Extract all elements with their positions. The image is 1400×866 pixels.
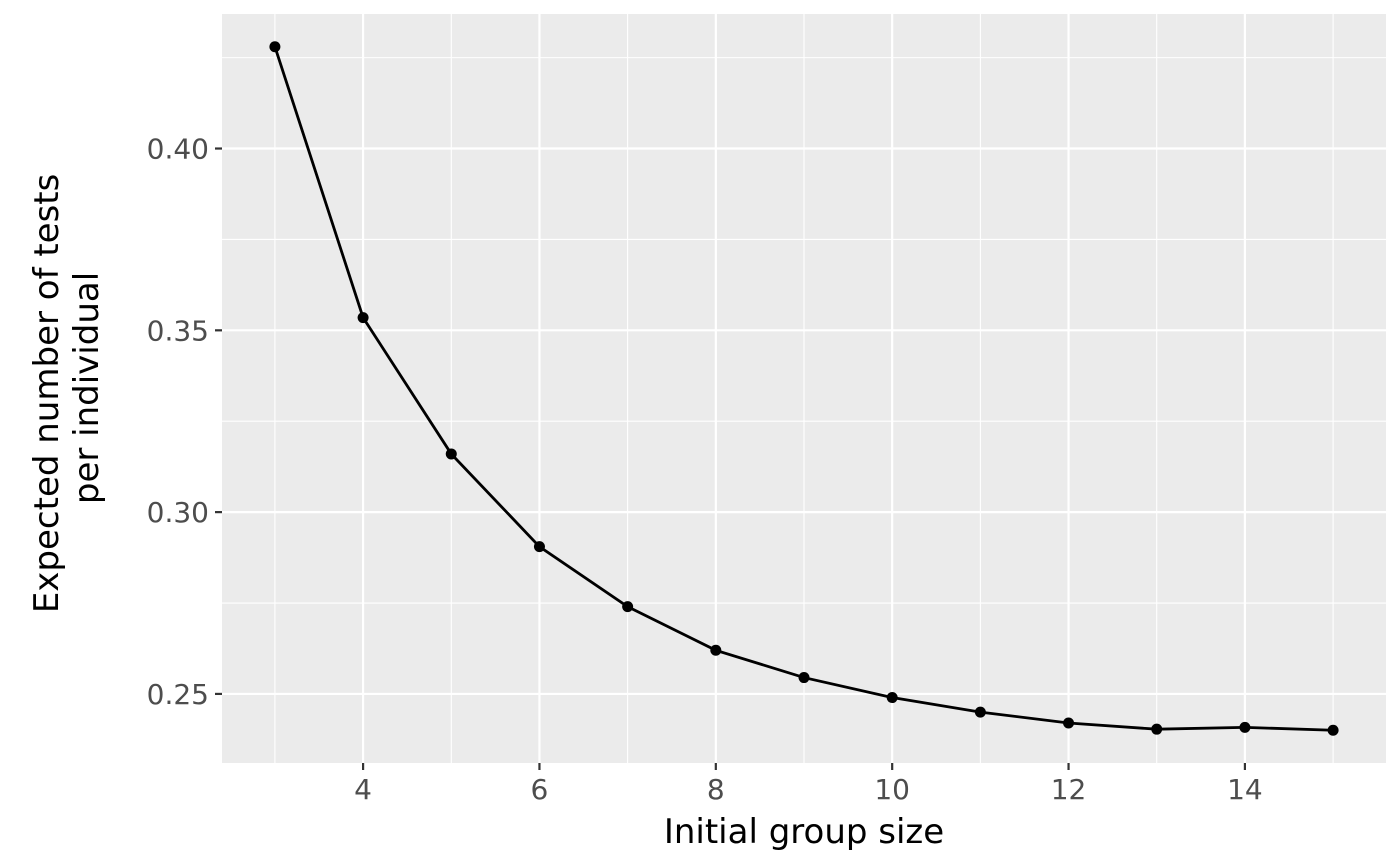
y-tick-label: 0.40 <box>147 133 209 166</box>
y-tick-label: 0.30 <box>147 496 209 529</box>
data-point <box>974 706 986 718</box>
data-series <box>269 41 1339 736</box>
x-tick-label: 8 <box>707 773 725 806</box>
data-point <box>269 41 281 53</box>
data-point <box>1327 724 1339 736</box>
data-point <box>1239 721 1251 733</box>
data-point <box>1063 717 1075 729</box>
y-axis-title-line-2: per individual <box>67 272 107 504</box>
data-point <box>357 312 369 324</box>
x-tick-label: 10 <box>874 773 910 806</box>
data-point <box>1151 723 1163 735</box>
x-tick-label: 6 <box>531 773 549 806</box>
data-point <box>445 448 457 460</box>
major-gridlines <box>222 14 1386 763</box>
x-axis-title: Initial group size <box>664 812 944 852</box>
data-point <box>622 601 634 613</box>
y-axis: 0.25 0.30 0.35 0.40 <box>147 133 222 711</box>
y-tick-label: 0.35 <box>147 314 209 347</box>
y-tick-label: 0.25 <box>147 678 209 711</box>
data-point <box>798 672 810 684</box>
x-tick-label: 14 <box>1227 773 1263 806</box>
y-axis-title-line-1: Expected number of tests <box>27 174 67 614</box>
data-point <box>533 541 545 553</box>
y-axis-title: Expected number of tests per individual <box>27 163 107 613</box>
data-point <box>710 644 722 656</box>
data-point <box>886 692 898 704</box>
minor-gridlines <box>222 14 1386 763</box>
x-axis: 4 6 8 10 12 14 <box>354 763 1263 806</box>
x-tick-label: 12 <box>1051 773 1087 806</box>
x-tick-label: 4 <box>354 773 372 806</box>
